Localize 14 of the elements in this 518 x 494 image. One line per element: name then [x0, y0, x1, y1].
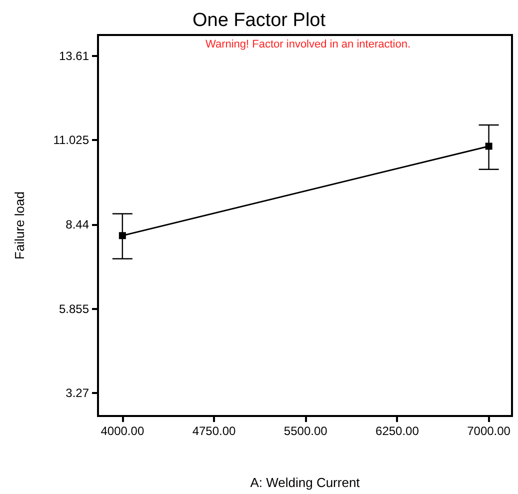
y-tick-label: 3.27	[66, 386, 90, 400]
x-tick-label: 4000.00	[100, 424, 144, 438]
x-tick-label: 4750.00	[192, 424, 236, 438]
y-axis-title: Failure load	[12, 192, 27, 260]
x-tick-label: 6250.00	[376, 424, 420, 438]
y-tick-label: 13.61	[58, 48, 90, 63]
y-tick-label: 5.855	[58, 302, 90, 316]
chart-title: One Factor Plot	[192, 10, 326, 31]
x-axis-title: A: Welding Current	[250, 475, 360, 490]
x-tick-label: 7000.00	[467, 424, 511, 438]
y-tick-label: 11.025	[53, 133, 90, 148]
x-tick-label: 5500.00	[284, 424, 328, 438]
y-tick-label: 8.44	[66, 218, 90, 232]
annotation: Warning! Factor involved in an interaction.	[205, 38, 411, 50]
